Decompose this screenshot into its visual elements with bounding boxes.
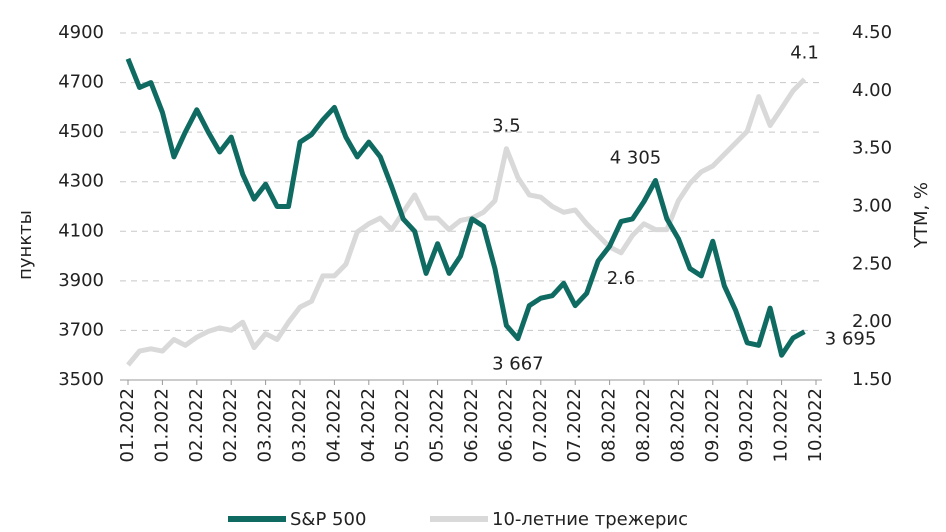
y-tick-label: 4900 xyxy=(58,22,104,43)
x-tick-label: 07.2022 xyxy=(564,388,585,462)
y2-tick-label: 4.00 xyxy=(852,80,892,101)
x-tick-label: 03.2022 xyxy=(289,388,310,462)
y2-tick-label: 2.50 xyxy=(852,253,892,274)
x-tick-label: 09.2022 xyxy=(736,388,757,462)
data-label: 3 695 xyxy=(825,329,877,350)
x-tick-label: 06.2022 xyxy=(461,388,482,462)
data-label: 2.6 xyxy=(607,268,636,289)
data-label: 3.5 xyxy=(492,116,521,137)
y2-tick-label: 2.00 xyxy=(852,311,892,332)
series-line xyxy=(126,77,807,367)
y-tick-label: 3500 xyxy=(58,369,104,390)
x-tick-label: 05.2022 xyxy=(392,388,413,462)
data-label: 3 667 xyxy=(492,354,544,375)
x-tick-label: 02.2022 xyxy=(186,388,207,462)
y-tick-label: 4300 xyxy=(58,171,104,192)
y2-tick-label: 3.00 xyxy=(852,196,892,217)
x-tick-label: 02.2022 xyxy=(220,388,241,462)
y-tick-label: 4100 xyxy=(58,220,104,241)
x-tick-label: 01.2022 xyxy=(117,388,138,462)
data-label: 4.1 xyxy=(790,42,819,63)
x-tick-label: 07.2022 xyxy=(530,388,551,462)
y-tick-label: 4500 xyxy=(58,121,104,142)
y2-tick-label: 1.50 xyxy=(852,369,892,390)
x-tick-label: 08.2022 xyxy=(599,388,620,462)
y2-tick-label: 4.50 xyxy=(852,22,892,43)
x-tick-label: 06.2022 xyxy=(495,388,516,462)
y-axis-label: пункты xyxy=(15,210,36,280)
x-tick-label: 03.2022 xyxy=(255,388,276,462)
legend-label: 10-летние трежерис xyxy=(492,509,688,530)
x-tick-label: 09.2022 xyxy=(702,388,723,462)
x-tick-label: 01.2022 xyxy=(151,388,172,462)
series-line xyxy=(125,57,806,358)
legend-label: S&P 500 xyxy=(290,509,366,530)
y-tick-label: 3700 xyxy=(58,319,104,340)
x-tick-label: 04.2022 xyxy=(358,388,379,462)
y-tick-label: 4700 xyxy=(58,72,104,93)
x-tick-label: 10.2022 xyxy=(805,388,826,462)
y2-axis-label: YTM, % xyxy=(911,182,932,249)
x-tick-label: 10.2022 xyxy=(771,388,792,462)
y-tick-label: 3900 xyxy=(58,270,104,291)
y2-tick-label: 3.50 xyxy=(852,138,892,159)
x-tick-label: 04.2022 xyxy=(323,388,344,462)
x-tick-label: 08.2022 xyxy=(633,388,654,462)
x-tick-label: 08.2022 xyxy=(667,388,688,462)
data-label: 4 305 xyxy=(610,147,662,168)
x-tick-label: 05.2022 xyxy=(427,388,448,462)
